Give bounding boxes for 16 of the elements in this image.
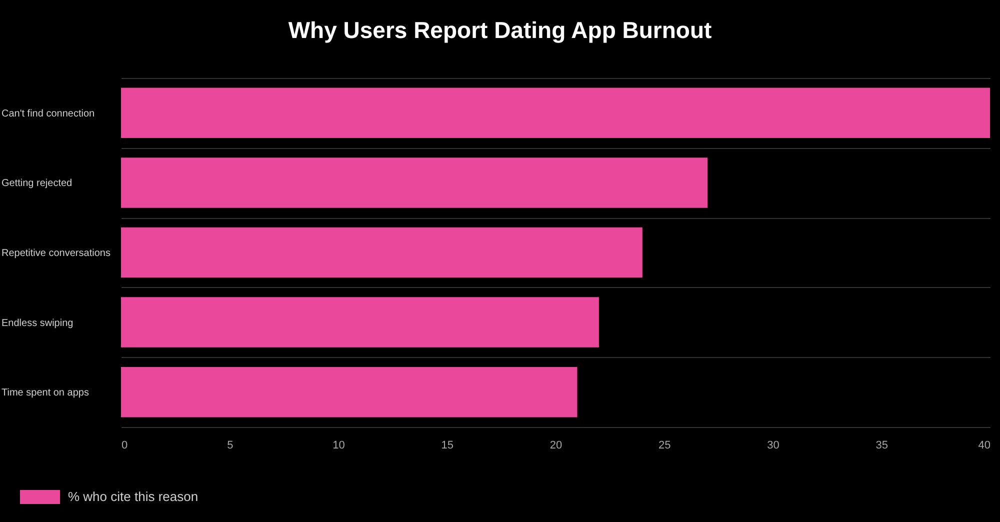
y-tick-label: Repetitive conversations (2, 248, 110, 259)
y-tick-label: Time spent on apps (2, 388, 89, 399)
x-tick-label: 40 (978, 440, 990, 452)
y-tick-label: Can't find connection (2, 108, 95, 120)
x-tick-label: 20 (550, 440, 562, 452)
chart-title: Why Users Report Dating App Burnout (288, 17, 712, 43)
x-tick-label: 25 (658, 440, 671, 452)
x-tick-label: 35 (876, 440, 888, 452)
x-tick-label: 30 (767, 440, 780, 452)
x-tick-label: 5 (227, 440, 234, 452)
x-tick-label: 15 (441, 440, 454, 452)
y-tick-label: Getting rejected (2, 178, 72, 190)
legend-label: % who cite this reason (68, 489, 198, 504)
x-tick-label: 0 (122, 440, 128, 452)
y-tick-label: Endless swiping (2, 318, 74, 329)
x-tick-label: 10 (332, 440, 345, 452)
